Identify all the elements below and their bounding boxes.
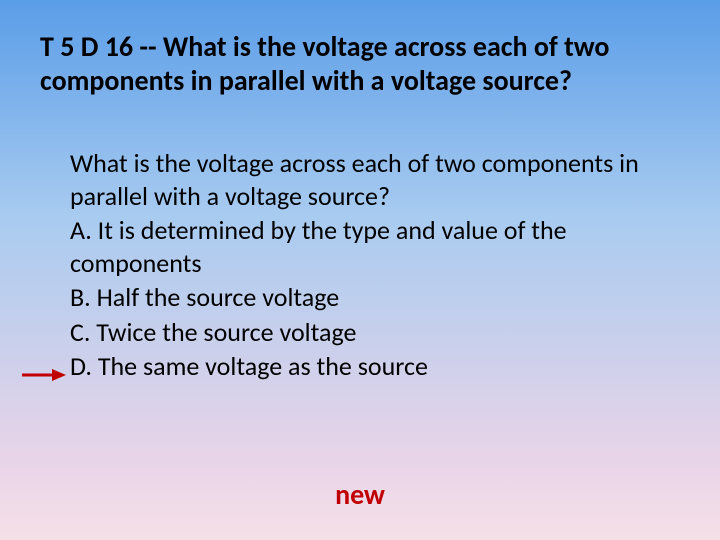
option-a: A. It is determined by the type and valu… <box>70 214 650 279</box>
question-text: What is the voltage across each of two c… <box>70 147 650 212</box>
footer-new-label: new <box>335 477 385 512</box>
option-c: C. Twice the source voltage <box>70 316 650 349</box>
slide-title: T 5 D 16 -- What is the voltage across e… <box>0 0 720 97</box>
option-b: B. Half the source voltage <box>70 281 650 314</box>
slide-body: What is the voltage across each of two c… <box>0 97 720 383</box>
answer-arrow-icon <box>20 357 66 390</box>
option-d: D. The same voltage as the source <box>70 350 650 383</box>
